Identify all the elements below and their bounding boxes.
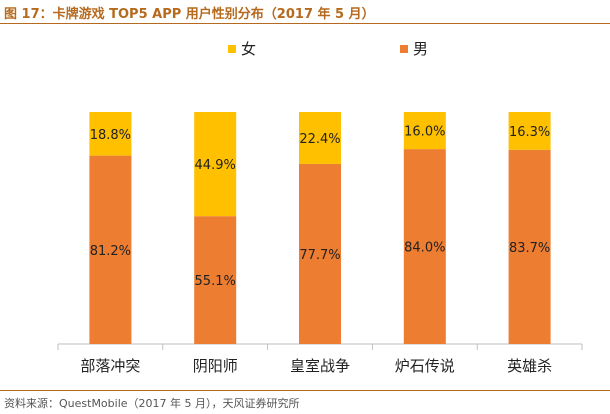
title-divider (0, 23, 610, 24)
chart-legend: 女 男 (0, 38, 610, 58)
data-label-female: 16.0% (404, 125, 445, 140)
legend-label-male: 男 (413, 40, 429, 58)
bar-segment-female (403, 112, 446, 150)
category-label: 皇室战争 (290, 357, 350, 375)
source-divider (0, 390, 610, 391)
category-label: 炉石传说 (395, 357, 455, 375)
data-label-female: 22.4% (299, 132, 340, 147)
category-label: 部落冲突 (80, 357, 140, 375)
data-label-male: 77.7% (299, 248, 340, 263)
bar-segment-male (508, 149, 551, 344)
source-note: 资料来源：QuestMobile（2017 年 5 月），天风证券研究所 (4, 397, 300, 410)
data-label-female: 16.3% (509, 125, 550, 140)
data-label-male: 83.7% (509, 241, 550, 256)
data-label-male: 84.0% (404, 241, 445, 256)
legend-swatch-female (228, 44, 236, 53)
bar-segment-male (299, 163, 341, 344)
data-label-female: 44.9% (195, 158, 236, 173)
legend-swatch-male (400, 44, 408, 53)
bar-segment-male (89, 155, 132, 344)
bar-segment-female (508, 112, 551, 150)
bar-segment-male (194, 216, 237, 344)
legend-item-male: 男 (400, 38, 428, 59)
figure-title: 图 17：卡牌游戏 TOP5 APP 用户性别分布（2017 年 5 月） (4, 7, 375, 22)
bar-segment-female (194, 112, 237, 217)
data-label-male: 55.1% (195, 274, 236, 289)
legend-item-female: 女 (228, 38, 256, 59)
data-label-male: 81.2% (90, 244, 131, 259)
legend-label-female: 女 (241, 40, 257, 58)
category-label: 阴阳师 (193, 357, 238, 375)
bar-segment-male (403, 149, 446, 344)
bar-segment-female (89, 112, 132, 156)
data-label-female: 18.8% (90, 128, 131, 143)
category-label: 英雄杀 (507, 357, 552, 375)
bar-segment-female (299, 112, 341, 164)
stacked-bar-chart: 81.2% 18.8% 部落冲突 55.1% 44.9% 阴阳师 77.7% 22.4% 皇室战… (57, 112, 583, 375)
